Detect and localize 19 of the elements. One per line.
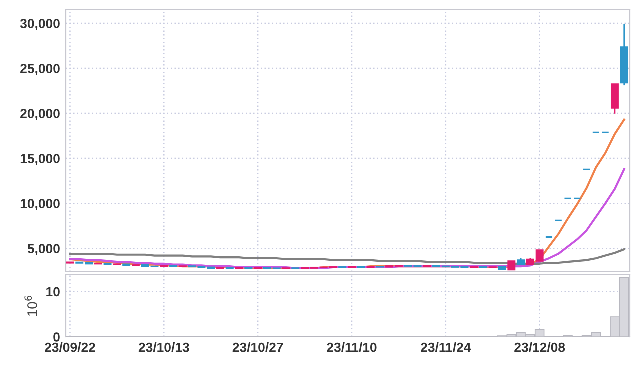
y-tick-label: 5,000	[28, 244, 60, 256]
y-tick-label: 15,000	[20, 154, 60, 166]
y-tick-label: 0	[54, 332, 60, 342]
y-tick-label: 30,000	[20, 19, 60, 30]
line-series	[69, 168, 626, 270]
x-tick-label: 23/12/08	[514, 342, 566, 352]
x-tick-label: 23/11/10	[327, 342, 377, 352]
y-tick-label: 25,000	[20, 64, 60, 76]
candlestick	[508, 260, 516, 271]
line-series	[69, 248, 626, 265]
y-axis-title: 10$^{6}$	[24, 296, 38, 316]
x-tick-label: 23/09/22	[45, 342, 96, 352]
y-tick-label: 10,000	[20, 199, 60, 210]
candlestick	[610, 84, 619, 115]
y-tick-label: 10	[46, 287, 60, 297]
y-tick-label: 20,000	[20, 109, 60, 120]
x-tick-label: 23/10/13	[138, 342, 190, 352]
x-tick-label: 23/11/24	[421, 342, 472, 352]
x-tick-label: 23/10/27	[232, 342, 284, 352]
